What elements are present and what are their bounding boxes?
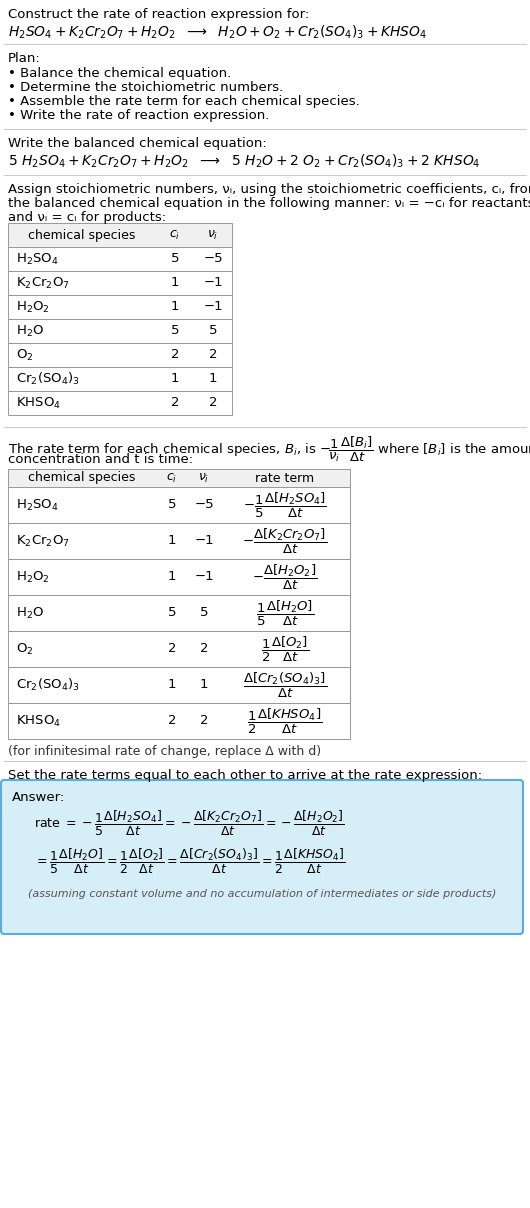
Text: 1: 1 — [168, 570, 176, 583]
Text: −1: −1 — [203, 301, 223, 314]
Text: −1: −1 — [203, 277, 223, 290]
Text: 2: 2 — [200, 643, 208, 656]
FancyBboxPatch shape — [1, 780, 523, 934]
Text: concentration and t is time:: concentration and t is time: — [8, 453, 193, 466]
Text: 2: 2 — [200, 714, 208, 727]
Bar — [8, 319, 232, 343]
Bar — [8, 391, 232, 416]
Text: 1: 1 — [209, 372, 217, 385]
Text: Plan:: Plan: — [8, 52, 41, 65]
Text: 1: 1 — [171, 372, 179, 385]
Text: Assign stoichiometric numbers, νᵢ, using the stoichiometric coefficients, cᵢ, fr: Assign stoichiometric numbers, νᵢ, using… — [8, 182, 530, 196]
Text: 5: 5 — [171, 252, 179, 266]
Text: 5: 5 — [209, 325, 217, 337]
Bar — [8, 559, 350, 596]
Text: $\dfrac{1}{2}\dfrac{\Delta[KHSO_4]}{\Delta t}$: $\dfrac{1}{2}\dfrac{\Delta[KHSO_4]}{\Del… — [248, 707, 323, 736]
Text: $\dfrac{\Delta[Cr_2(SO_4)_3]}{\Delta t}$: $\dfrac{\Delta[Cr_2(SO_4)_3]}{\Delta t}$ — [243, 670, 327, 699]
Text: • Determine the stoichiometric numbers.: • Determine the stoichiometric numbers. — [8, 81, 283, 94]
Text: −1: −1 — [194, 570, 214, 583]
Bar — [8, 271, 232, 295]
Bar — [8, 469, 350, 487]
Text: $\mathregular{K_2Cr_2O_7}$: $\mathregular{K_2Cr_2O_7}$ — [16, 275, 70, 291]
Text: chemical species: chemical species — [28, 471, 136, 484]
Text: Construct the rate of reaction expression for:: Construct the rate of reaction expressio… — [8, 8, 309, 21]
Text: $c_i$: $c_i$ — [166, 471, 178, 484]
Text: $H_2SO_4 + K_2Cr_2O_7 + H_2O_2$  $\longrightarrow$  $H_2O + O_2 + Cr_2(SO_4)_3 +: $H_2SO_4 + K_2Cr_2O_7 + H_2O_2$ $\longri… — [8, 24, 427, 41]
Text: $c_i$: $c_i$ — [170, 228, 181, 242]
Text: 2: 2 — [168, 714, 176, 727]
Text: rate $= -\dfrac{1}{5}\dfrac{\Delta[H_2SO_4]}{\Delta t}= -\dfrac{\Delta[K_2Cr_2O_: rate $= -\dfrac{1}{5}\dfrac{\Delta[H_2SO… — [34, 809, 345, 838]
Text: Write the balanced chemical equation:: Write the balanced chemical equation: — [8, 137, 267, 150]
Text: −5: −5 — [194, 499, 214, 511]
Text: $5\ H_2SO_4 + K_2Cr_2O_7 + H_2O_2$  $\longrightarrow$  $5\ H_2O + 2\ O_2 + Cr_2(: $5\ H_2SO_4 + K_2Cr_2O_7 + H_2O_2$ $\lon… — [8, 153, 481, 170]
Text: Answer:: Answer: — [12, 791, 65, 805]
Text: 1: 1 — [171, 301, 179, 314]
Text: $\mathregular{O_2}$: $\mathregular{O_2}$ — [16, 641, 33, 657]
Text: $\mathregular{H_2SO_4}$: $\mathregular{H_2SO_4}$ — [16, 251, 59, 267]
Text: $\dfrac{1}{5}\dfrac{\Delta[H_2O]}{\Delta t}$: $\dfrac{1}{5}\dfrac{\Delta[H_2O]}{\Delta… — [256, 598, 314, 628]
Text: 2: 2 — [209, 348, 217, 361]
Bar — [8, 596, 350, 631]
Text: $= \dfrac{1}{5}\dfrac{\Delta[H_2O]}{\Delta t}= \dfrac{1}{2}\dfrac{\Delta[O_2]}{\: $= \dfrac{1}{5}\dfrac{\Delta[H_2O]}{\Del… — [34, 847, 345, 876]
Text: $\dfrac{1}{2}\dfrac{\Delta[O_2]}{\Delta t}$: $\dfrac{1}{2}\dfrac{\Delta[O_2]}{\Delta … — [261, 634, 309, 663]
Text: 2: 2 — [171, 396, 179, 410]
Bar — [8, 343, 232, 367]
Text: and νᵢ = cᵢ for products:: and νᵢ = cᵢ for products: — [8, 211, 166, 223]
Bar — [8, 223, 232, 246]
Bar — [8, 487, 350, 523]
Text: • Write the rate of reaction expression.: • Write the rate of reaction expression. — [8, 109, 269, 122]
Text: −1: −1 — [194, 534, 214, 547]
Text: $-\dfrac{1}{5}\dfrac{\Delta[H_2SO_4]}{\Delta t}$: $-\dfrac{1}{5}\dfrac{\Delta[H_2SO_4]}{\D… — [243, 490, 327, 519]
Bar — [8, 246, 232, 271]
Text: chemical species: chemical species — [28, 228, 136, 242]
Bar — [8, 667, 350, 703]
Text: $\mathregular{H_2SO_4}$: $\mathregular{H_2SO_4}$ — [16, 498, 59, 512]
Text: $\mathregular{H_2O_2}$: $\mathregular{H_2O_2}$ — [16, 300, 50, 314]
Text: 5: 5 — [171, 325, 179, 337]
Bar — [8, 367, 232, 391]
Text: 2: 2 — [168, 643, 176, 656]
Text: $\mathregular{Cr_2(SO_4)_3}$: $\mathregular{Cr_2(SO_4)_3}$ — [16, 371, 80, 387]
Text: 5: 5 — [168, 606, 176, 620]
Text: $\mathregular{KHSO_4}$: $\mathregular{KHSO_4}$ — [16, 714, 61, 728]
Text: $-\dfrac{\Delta[K_2Cr_2O_7]}{\Delta t}$: $-\dfrac{\Delta[K_2Cr_2O_7]}{\Delta t}$ — [242, 527, 328, 556]
Text: $\mathregular{H_2O}$: $\mathregular{H_2O}$ — [16, 605, 44, 621]
Text: • Assemble the rate term for each chemical species.: • Assemble the rate term for each chemic… — [8, 95, 360, 108]
Text: 1: 1 — [168, 534, 176, 547]
Text: $\mathregular{H_2O}$: $\mathregular{H_2O}$ — [16, 324, 44, 338]
Text: 1: 1 — [200, 679, 208, 691]
Bar — [8, 295, 232, 319]
Text: $\mathregular{KHSO_4}$: $\mathregular{KHSO_4}$ — [16, 395, 61, 411]
Text: −5: −5 — [203, 252, 223, 266]
Text: the balanced chemical equation in the following manner: νᵢ = −cᵢ for reactants: the balanced chemical equation in the fo… — [8, 197, 530, 210]
Text: $\mathregular{K_2Cr_2O_7}$: $\mathregular{K_2Cr_2O_7}$ — [16, 534, 70, 548]
Text: Set the rate terms equal to each other to arrive at the rate expression:: Set the rate terms equal to each other t… — [8, 769, 482, 782]
Bar — [8, 523, 350, 559]
Text: $\mathregular{Cr_2(SO_4)_3}$: $\mathregular{Cr_2(SO_4)_3}$ — [16, 676, 80, 693]
Text: The rate term for each chemical species, $B_i$, is $-\!\dfrac{1}{\nu_i}\dfrac{\D: The rate term for each chemical species,… — [8, 435, 530, 464]
Text: 1: 1 — [171, 277, 179, 290]
Bar — [8, 631, 350, 667]
Text: $\mathregular{O_2}$: $\mathregular{O_2}$ — [16, 348, 33, 362]
Text: 5: 5 — [168, 499, 176, 511]
Text: 5: 5 — [200, 606, 208, 620]
Text: $\nu_i$: $\nu_i$ — [207, 228, 219, 242]
Text: 2: 2 — [171, 348, 179, 361]
Text: $-\dfrac{\Delta[H_2O_2]}{\Delta t}$: $-\dfrac{\Delta[H_2O_2]}{\Delta t}$ — [252, 563, 317, 592]
Text: 2: 2 — [209, 396, 217, 410]
Text: 1: 1 — [168, 679, 176, 691]
Text: (for infinitesimal rate of change, replace Δ with d): (for infinitesimal rate of change, repla… — [8, 745, 321, 757]
Text: • Balance the chemical equation.: • Balance the chemical equation. — [8, 66, 231, 80]
Bar — [8, 703, 350, 739]
Text: $\mathregular{H_2O_2}$: $\mathregular{H_2O_2}$ — [16, 569, 50, 585]
Text: rate term: rate term — [255, 471, 315, 484]
Text: $\nu_i$: $\nu_i$ — [198, 471, 210, 484]
Text: (assuming constant volume and no accumulation of intermediates or side products): (assuming constant volume and no accumul… — [28, 889, 496, 899]
